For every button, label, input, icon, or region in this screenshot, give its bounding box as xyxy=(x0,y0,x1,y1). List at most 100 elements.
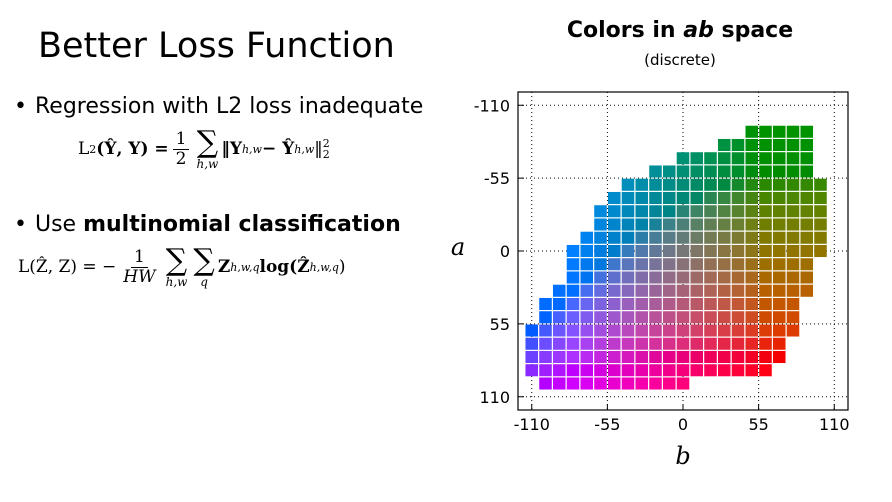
color-bin xyxy=(717,244,731,258)
color-bin xyxy=(580,284,594,297)
color-bin xyxy=(690,258,704,271)
sum-icon: ∑ xyxy=(193,243,215,278)
color-bin xyxy=(649,165,662,178)
color-bin xyxy=(649,311,662,324)
color-bin xyxy=(814,244,827,258)
color-bin xyxy=(786,205,800,218)
color-bin xyxy=(662,258,676,271)
eq1-sum: ∑ h,w xyxy=(196,128,218,171)
color-bin xyxy=(649,258,662,271)
color-bin xyxy=(772,205,786,218)
color-bin xyxy=(621,350,635,364)
color-bin xyxy=(800,258,814,271)
color-bin xyxy=(690,297,704,311)
color-bin xyxy=(566,337,580,350)
eq2-z-sub: h,w,q xyxy=(230,260,260,274)
color-bin xyxy=(594,231,607,244)
color-bin xyxy=(772,165,786,178)
color-bin xyxy=(772,271,786,284)
color-bin xyxy=(635,377,649,390)
color-bin xyxy=(717,311,731,324)
color-bin xyxy=(635,311,649,324)
eq2-frac-den: HW xyxy=(123,266,156,287)
color-bin xyxy=(800,231,814,244)
color-bin xyxy=(759,218,772,231)
color-bin xyxy=(649,191,662,205)
color-bin xyxy=(731,138,745,152)
color-bin xyxy=(635,364,649,377)
color-bin xyxy=(704,284,717,297)
color-bin xyxy=(649,337,662,350)
color-bin xyxy=(731,244,745,258)
color-bin xyxy=(800,165,814,178)
color-bin xyxy=(594,244,607,258)
color-bin xyxy=(662,350,676,364)
color-bin xyxy=(566,284,580,297)
color-bin xyxy=(800,244,814,258)
x-tick-label: -55 xyxy=(594,415,620,434)
color-bin xyxy=(717,324,731,337)
color-bin xyxy=(745,231,759,244)
color-bin xyxy=(759,258,772,271)
color-bin xyxy=(662,231,676,244)
color-bin xyxy=(580,324,594,337)
color-bin xyxy=(745,152,759,165)
color-bin xyxy=(635,205,649,218)
color-bin xyxy=(607,324,621,337)
color-bin xyxy=(621,337,635,350)
color-bin xyxy=(731,218,745,231)
bullet-dot-icon: • xyxy=(14,212,27,237)
color-bin xyxy=(539,324,552,337)
color-bin xyxy=(649,271,662,284)
color-bin xyxy=(731,337,745,350)
sum-icon: ∑ xyxy=(165,243,188,278)
color-bin xyxy=(635,218,649,231)
color-bin xyxy=(786,297,800,311)
color-bin xyxy=(676,152,690,165)
color-bin xyxy=(607,205,621,218)
chart-subtitle: (discrete) xyxy=(644,51,716,69)
color-bin xyxy=(566,324,580,337)
eq1-frac-den: 2 xyxy=(175,148,187,169)
color-bin xyxy=(662,284,676,297)
color-bin xyxy=(731,284,745,297)
color-bin xyxy=(539,364,552,377)
color-bin xyxy=(759,138,772,152)
color-bin xyxy=(607,258,621,271)
eq1-args: (Ŷ, Y) = xyxy=(96,139,169,159)
color-bin xyxy=(759,231,772,244)
color-bin xyxy=(607,244,621,258)
eq2-sum-hw: ∑ h,w xyxy=(165,243,188,289)
color-bin xyxy=(772,311,786,324)
eq1-close-sup: 2 xyxy=(322,137,330,150)
color-bin xyxy=(800,125,814,138)
color-bin xyxy=(731,191,745,205)
color-bin xyxy=(772,191,786,205)
color-bin xyxy=(704,244,717,258)
eq2-log-sub: h,w,q xyxy=(309,260,339,274)
color-bin xyxy=(704,218,717,231)
color-bin xyxy=(786,244,800,258)
color-bin xyxy=(731,178,745,191)
color-bin xyxy=(704,191,717,205)
color-bin xyxy=(772,284,786,297)
color-bin xyxy=(772,152,786,165)
color-bin xyxy=(525,364,539,377)
color-bin xyxy=(594,258,607,271)
color-bin xyxy=(525,324,539,337)
color-bin xyxy=(759,311,772,324)
slide-title: Better Loss Function xyxy=(38,26,395,66)
color-bin xyxy=(704,152,717,165)
color-bin xyxy=(731,297,745,311)
color-bin xyxy=(786,311,800,324)
color-bin xyxy=(731,364,745,377)
color-bin xyxy=(621,324,635,337)
color-bin xyxy=(704,205,717,218)
color-bin xyxy=(525,350,539,364)
color-bin xyxy=(690,350,704,364)
color-bin xyxy=(704,350,717,364)
color-bin xyxy=(704,231,717,244)
color-bin xyxy=(745,364,759,377)
